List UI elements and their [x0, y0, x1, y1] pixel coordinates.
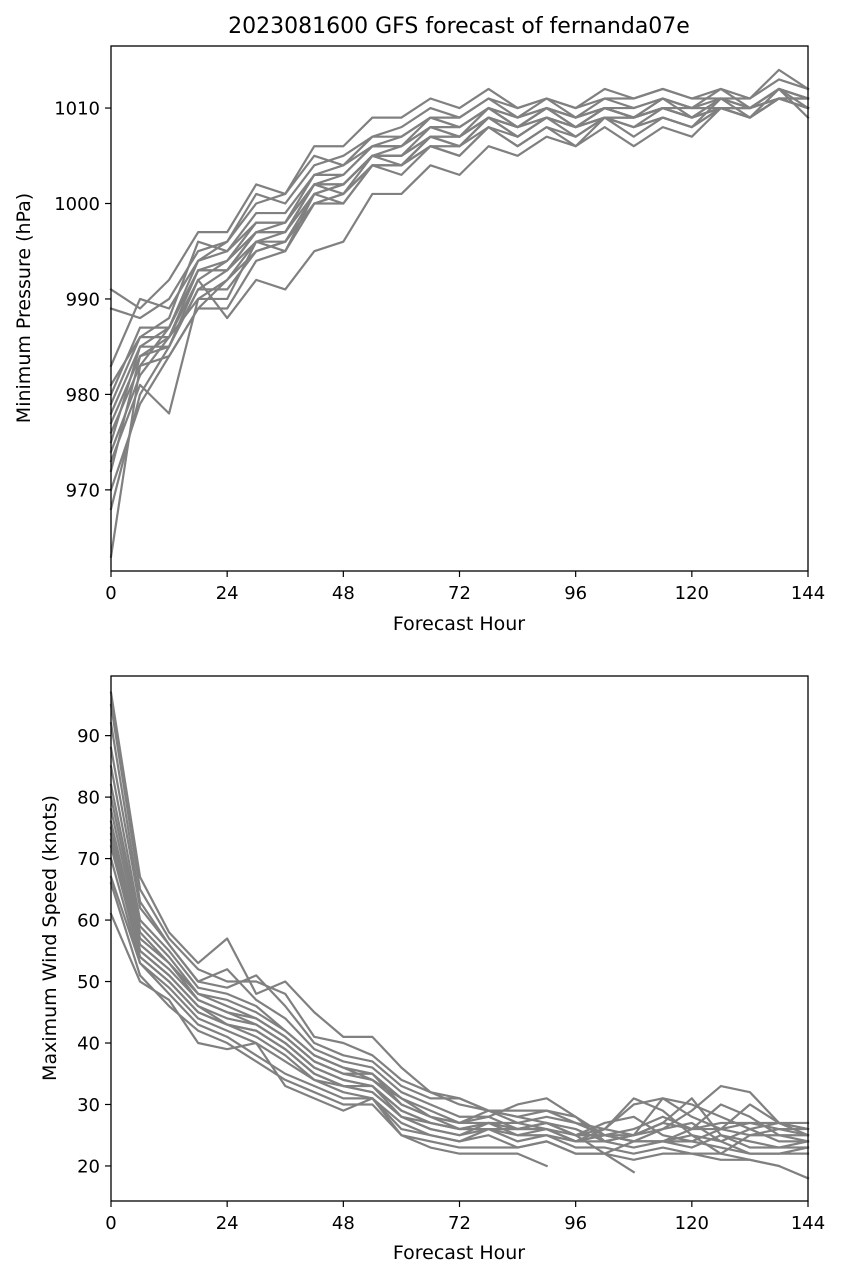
wind-y-tick-label: 90 — [77, 726, 100, 747]
wind-x-tick-label: 48 — [332, 1213, 355, 1234]
pressure-y-tick-label: 980 — [66, 385, 100, 406]
wind-x-axis-label: Forecast Hour — [393, 1242, 525, 1264]
wind-x-ticks: 0 24 48 72 96 120 144 — [105, 1201, 825, 1234]
pressure-plot-lines — [109, 68, 810, 558]
wind-chart: 20 30 40 50 60 70 80 90 0 24 48 72 96 120 144 Forecas… — [39, 675, 825, 1264]
pressure-x-tick-label: 96 — [564, 583, 587, 604]
pressure-x-tick-label: 72 — [448, 583, 471, 604]
wind-x-tick-label: 24 — [216, 1213, 239, 1234]
wind-series-line-16 — [109, 881, 636, 1174]
wind-y-tick-label: 40 — [77, 1034, 100, 1055]
wind-x-tick-label: 120 — [675, 1213, 709, 1234]
chart-title: 2023081600 GFS forecast of fernanda07e — [228, 14, 690, 39]
wind-y-tick-label: 60 — [77, 911, 100, 932]
pressure-x-tick-label: 120 — [675, 583, 709, 604]
pressure-y-ticks: 970 980 990 1000 1010 — [54, 99, 111, 501]
wind-y-ticks: 20 30 40 50 60 70 80 90 — [77, 726, 111, 1177]
pressure-axes-frame — [110, 45, 809, 572]
pressure-x-ticks: 0 24 48 72 96 120 144 — [105, 571, 825, 604]
pressure-chart: 2023081600 GFS forecast of fernanda07e 9… — [13, 14, 825, 635]
pressure-x-tick-label: 48 — [332, 583, 355, 604]
pressure-x-tick-label: 144 — [791, 583, 825, 604]
wind-series-line-7 — [109, 795, 810, 1137]
wind-axes-frame — [110, 675, 809, 1202]
wind-x-tick-label: 144 — [791, 1213, 825, 1234]
pressure-y-tick-label: 1010 — [54, 99, 100, 120]
pressure-series-line-16 — [109, 97, 810, 558]
wind-x-tick-label: 0 — [105, 1213, 116, 1234]
wind-y-tick-label: 20 — [77, 1156, 100, 1177]
pressure-series-line-13 — [109, 97, 810, 473]
wind-y-axis-label: Maximum Wind Speed (knots) — [39, 795, 61, 1081]
pressure-y-tick-label: 990 — [66, 289, 100, 310]
wind-y-tick-label: 80 — [77, 788, 100, 809]
wind-series-line-15 — [109, 875, 810, 1180]
wind-y-tick-label: 30 — [77, 1095, 100, 1116]
pressure-series-line-15 — [109, 97, 810, 511]
pressure-y-tick-label: 970 — [66, 480, 100, 501]
wind-x-tick-label: 72 — [448, 1213, 471, 1234]
wind-series-line-17 — [109, 912, 549, 1168]
pressure-x-tick-label: 0 — [105, 583, 116, 604]
pressure-x-tick-label: 24 — [216, 583, 239, 604]
wind-series-line-13 — [109, 844, 810, 1155]
pressure-y-tick-label: 1000 — [54, 194, 100, 215]
wind-series-line-4 — [109, 746, 810, 1143]
wind-x-tick-label: 96 — [564, 1213, 587, 1234]
pressure-x-axis-label: Forecast Hour — [393, 613, 525, 635]
wind-plot-lines — [109, 691, 810, 1180]
pressure-y-axis-label: Minimum Pressure (hPa) — [13, 193, 35, 423]
wind-y-tick-label: 50 — [77, 972, 100, 993]
wind-y-tick-label: 70 — [77, 849, 100, 870]
